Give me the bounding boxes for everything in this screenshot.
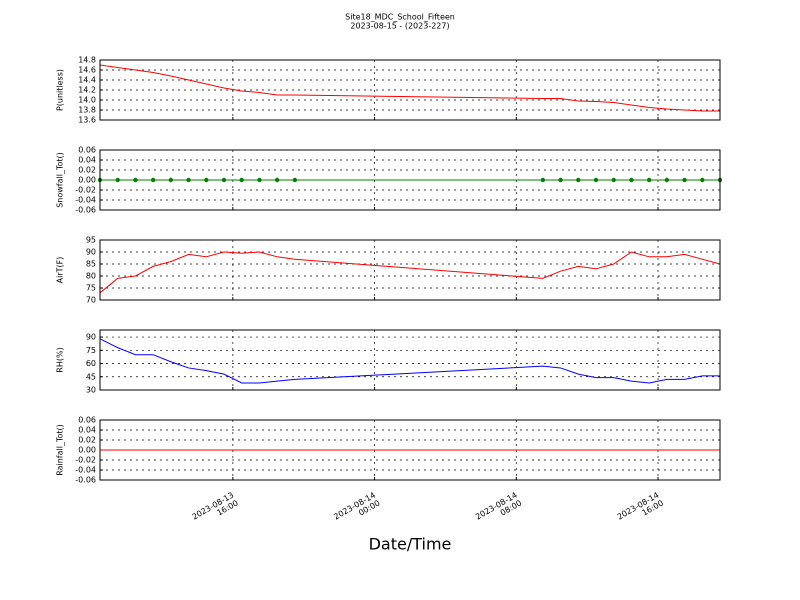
chart-title: Site18_MDC_School_Fifteen xyxy=(345,13,455,22)
point xyxy=(168,177,174,183)
point xyxy=(133,177,138,183)
point xyxy=(292,177,298,183)
y-tick-label: 60 xyxy=(86,359,96,368)
point xyxy=(239,177,244,183)
point xyxy=(540,177,546,183)
y-tick-label: 0.02 xyxy=(78,166,96,175)
y-tick-label: 75 xyxy=(86,284,96,293)
x-tick-label: 2023-08-1316:00 xyxy=(190,490,239,529)
axes-frame xyxy=(99,59,721,121)
point xyxy=(558,177,563,183)
y-tick-label: 13.8 xyxy=(78,106,96,115)
y-tick-label: 90 xyxy=(86,333,96,342)
point xyxy=(186,177,191,183)
y-axis-title: Rainfall_Tot() xyxy=(56,424,65,476)
y-tick-label: 80 xyxy=(86,272,96,281)
line xyxy=(99,64,720,112)
y-tick-label: 45 xyxy=(86,372,96,381)
y-axis-title: Snowfall_Tot() xyxy=(56,152,65,208)
point xyxy=(646,177,652,183)
y-tick-label: -0.06 xyxy=(75,206,96,215)
y-tick-label: 0.04 xyxy=(78,426,96,435)
axes-frame xyxy=(99,329,721,391)
y-tick-label: 14.8 xyxy=(78,56,96,65)
line xyxy=(99,251,721,294)
axes-frame xyxy=(99,239,721,301)
point xyxy=(700,177,705,183)
point xyxy=(274,177,280,183)
axes-frame xyxy=(99,419,721,481)
point xyxy=(204,177,209,183)
y-tick-label: 14.0 xyxy=(78,96,96,105)
axes-frame xyxy=(99,149,721,211)
y-axis-title: P(unitless) xyxy=(56,69,65,111)
y-tick-label: 14.2 xyxy=(78,86,96,95)
y-axis-title: RH(%) xyxy=(56,347,65,372)
point xyxy=(150,177,156,183)
point xyxy=(629,177,634,183)
x-tick-label: 2023-08-1400:00 xyxy=(332,490,381,529)
y-tick-label: 0.04 xyxy=(78,156,96,165)
point xyxy=(611,177,616,183)
x-axis-title: Date/Time xyxy=(369,535,452,554)
point xyxy=(115,177,120,183)
point xyxy=(593,177,599,183)
y-tick-label: -0.04 xyxy=(75,466,96,475)
y-axis-title: AirT(F) xyxy=(56,257,65,284)
point xyxy=(221,177,227,183)
y-tick-label: 90 xyxy=(86,248,96,257)
y-tick-label: 14.6 xyxy=(78,66,96,75)
y-tick-label: 70 xyxy=(86,296,96,305)
y-tick-label: -0.02 xyxy=(75,456,96,465)
chart-subtitle: 2023-08-15 - (2023-227) xyxy=(350,22,449,31)
x-tick-label: 2023-08-1416:00 xyxy=(615,490,664,529)
y-tick-label: -0.02 xyxy=(75,186,96,195)
y-tick-label: -0.06 xyxy=(75,476,96,485)
y-tick-label: 75 xyxy=(86,346,96,355)
y-tick-label: 13.6 xyxy=(78,116,96,125)
y-tick-label: 0.00 xyxy=(78,446,96,455)
y-tick-label: 0.00 xyxy=(78,176,96,185)
y-tick-label: -0.04 xyxy=(75,196,96,205)
point xyxy=(682,177,687,183)
y-tick-label: 0.06 xyxy=(78,416,96,425)
y-tick-label: 85 xyxy=(86,260,96,269)
y-tick-label: 14.4 xyxy=(78,76,96,85)
point xyxy=(257,177,262,183)
line xyxy=(99,338,720,384)
y-tick-label: 0.06 xyxy=(78,146,96,155)
y-tick-label: 95 xyxy=(86,236,96,245)
y-tick-label: 30 xyxy=(86,386,96,395)
x-tick-label: 2023-08-1408:00 xyxy=(474,490,523,529)
point xyxy=(576,177,581,183)
y-tick-label: 0.02 xyxy=(78,436,96,445)
point xyxy=(664,177,670,183)
